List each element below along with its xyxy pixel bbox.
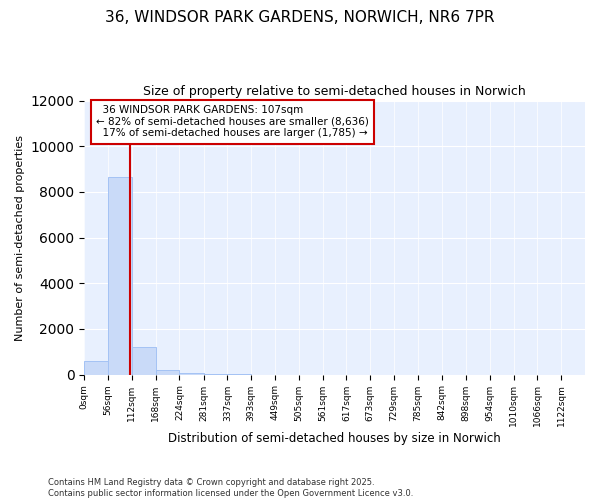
Title: Size of property relative to semi-detached houses in Norwich: Size of property relative to semi-detach… <box>143 85 526 98</box>
Bar <box>155 370 179 374</box>
Text: 36, WINDSOR PARK GARDENS, NORWICH, NR6 7PR: 36, WINDSOR PARK GARDENS, NORWICH, NR6 7… <box>105 10 495 25</box>
Bar <box>84 361 108 374</box>
Y-axis label: Number of semi-detached properties: Number of semi-detached properties <box>15 134 25 340</box>
Text: 36 WINDSOR PARK GARDENS: 107sqm
← 82% of semi-detached houses are smaller (8,636: 36 WINDSOR PARK GARDENS: 107sqm ← 82% of… <box>96 105 369 138</box>
X-axis label: Distribution of semi-detached houses by size in Norwich: Distribution of semi-detached houses by … <box>168 432 501 445</box>
Bar <box>108 178 132 374</box>
Text: Contains HM Land Registry data © Crown copyright and database right 2025.
Contai: Contains HM Land Registry data © Crown c… <box>48 478 413 498</box>
Bar <box>132 347 155 374</box>
